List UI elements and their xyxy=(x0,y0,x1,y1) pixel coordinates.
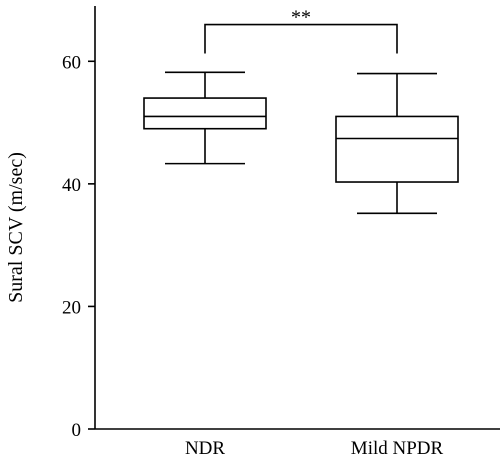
y-tick-label-60: 60 xyxy=(62,52,81,73)
box-mild-npdr xyxy=(335,72,459,215)
significance-annotation: ** xyxy=(204,7,398,54)
axes xyxy=(94,6,500,430)
y-axis-title: Sural SCV (m/sec) xyxy=(5,152,27,303)
box-ndr xyxy=(143,71,267,165)
category-label-ndr: NDR xyxy=(185,438,225,459)
y-tick-label-0: 0 xyxy=(72,420,82,441)
significance-bracket xyxy=(204,23,398,54)
iqr-box xyxy=(143,97,267,130)
boxes xyxy=(143,71,459,215)
category-label-mild-npdr: Mild NPDR xyxy=(351,438,444,459)
significance-stars: ** xyxy=(291,7,311,29)
y-tick-label-20: 20 xyxy=(62,297,81,318)
y-ticks: 0 20 40 60 xyxy=(62,52,95,441)
category-labels: NDR Mild NPDR xyxy=(185,438,444,459)
y-tick-label-40: 40 xyxy=(62,175,81,196)
iqr-box xyxy=(335,115,459,183)
